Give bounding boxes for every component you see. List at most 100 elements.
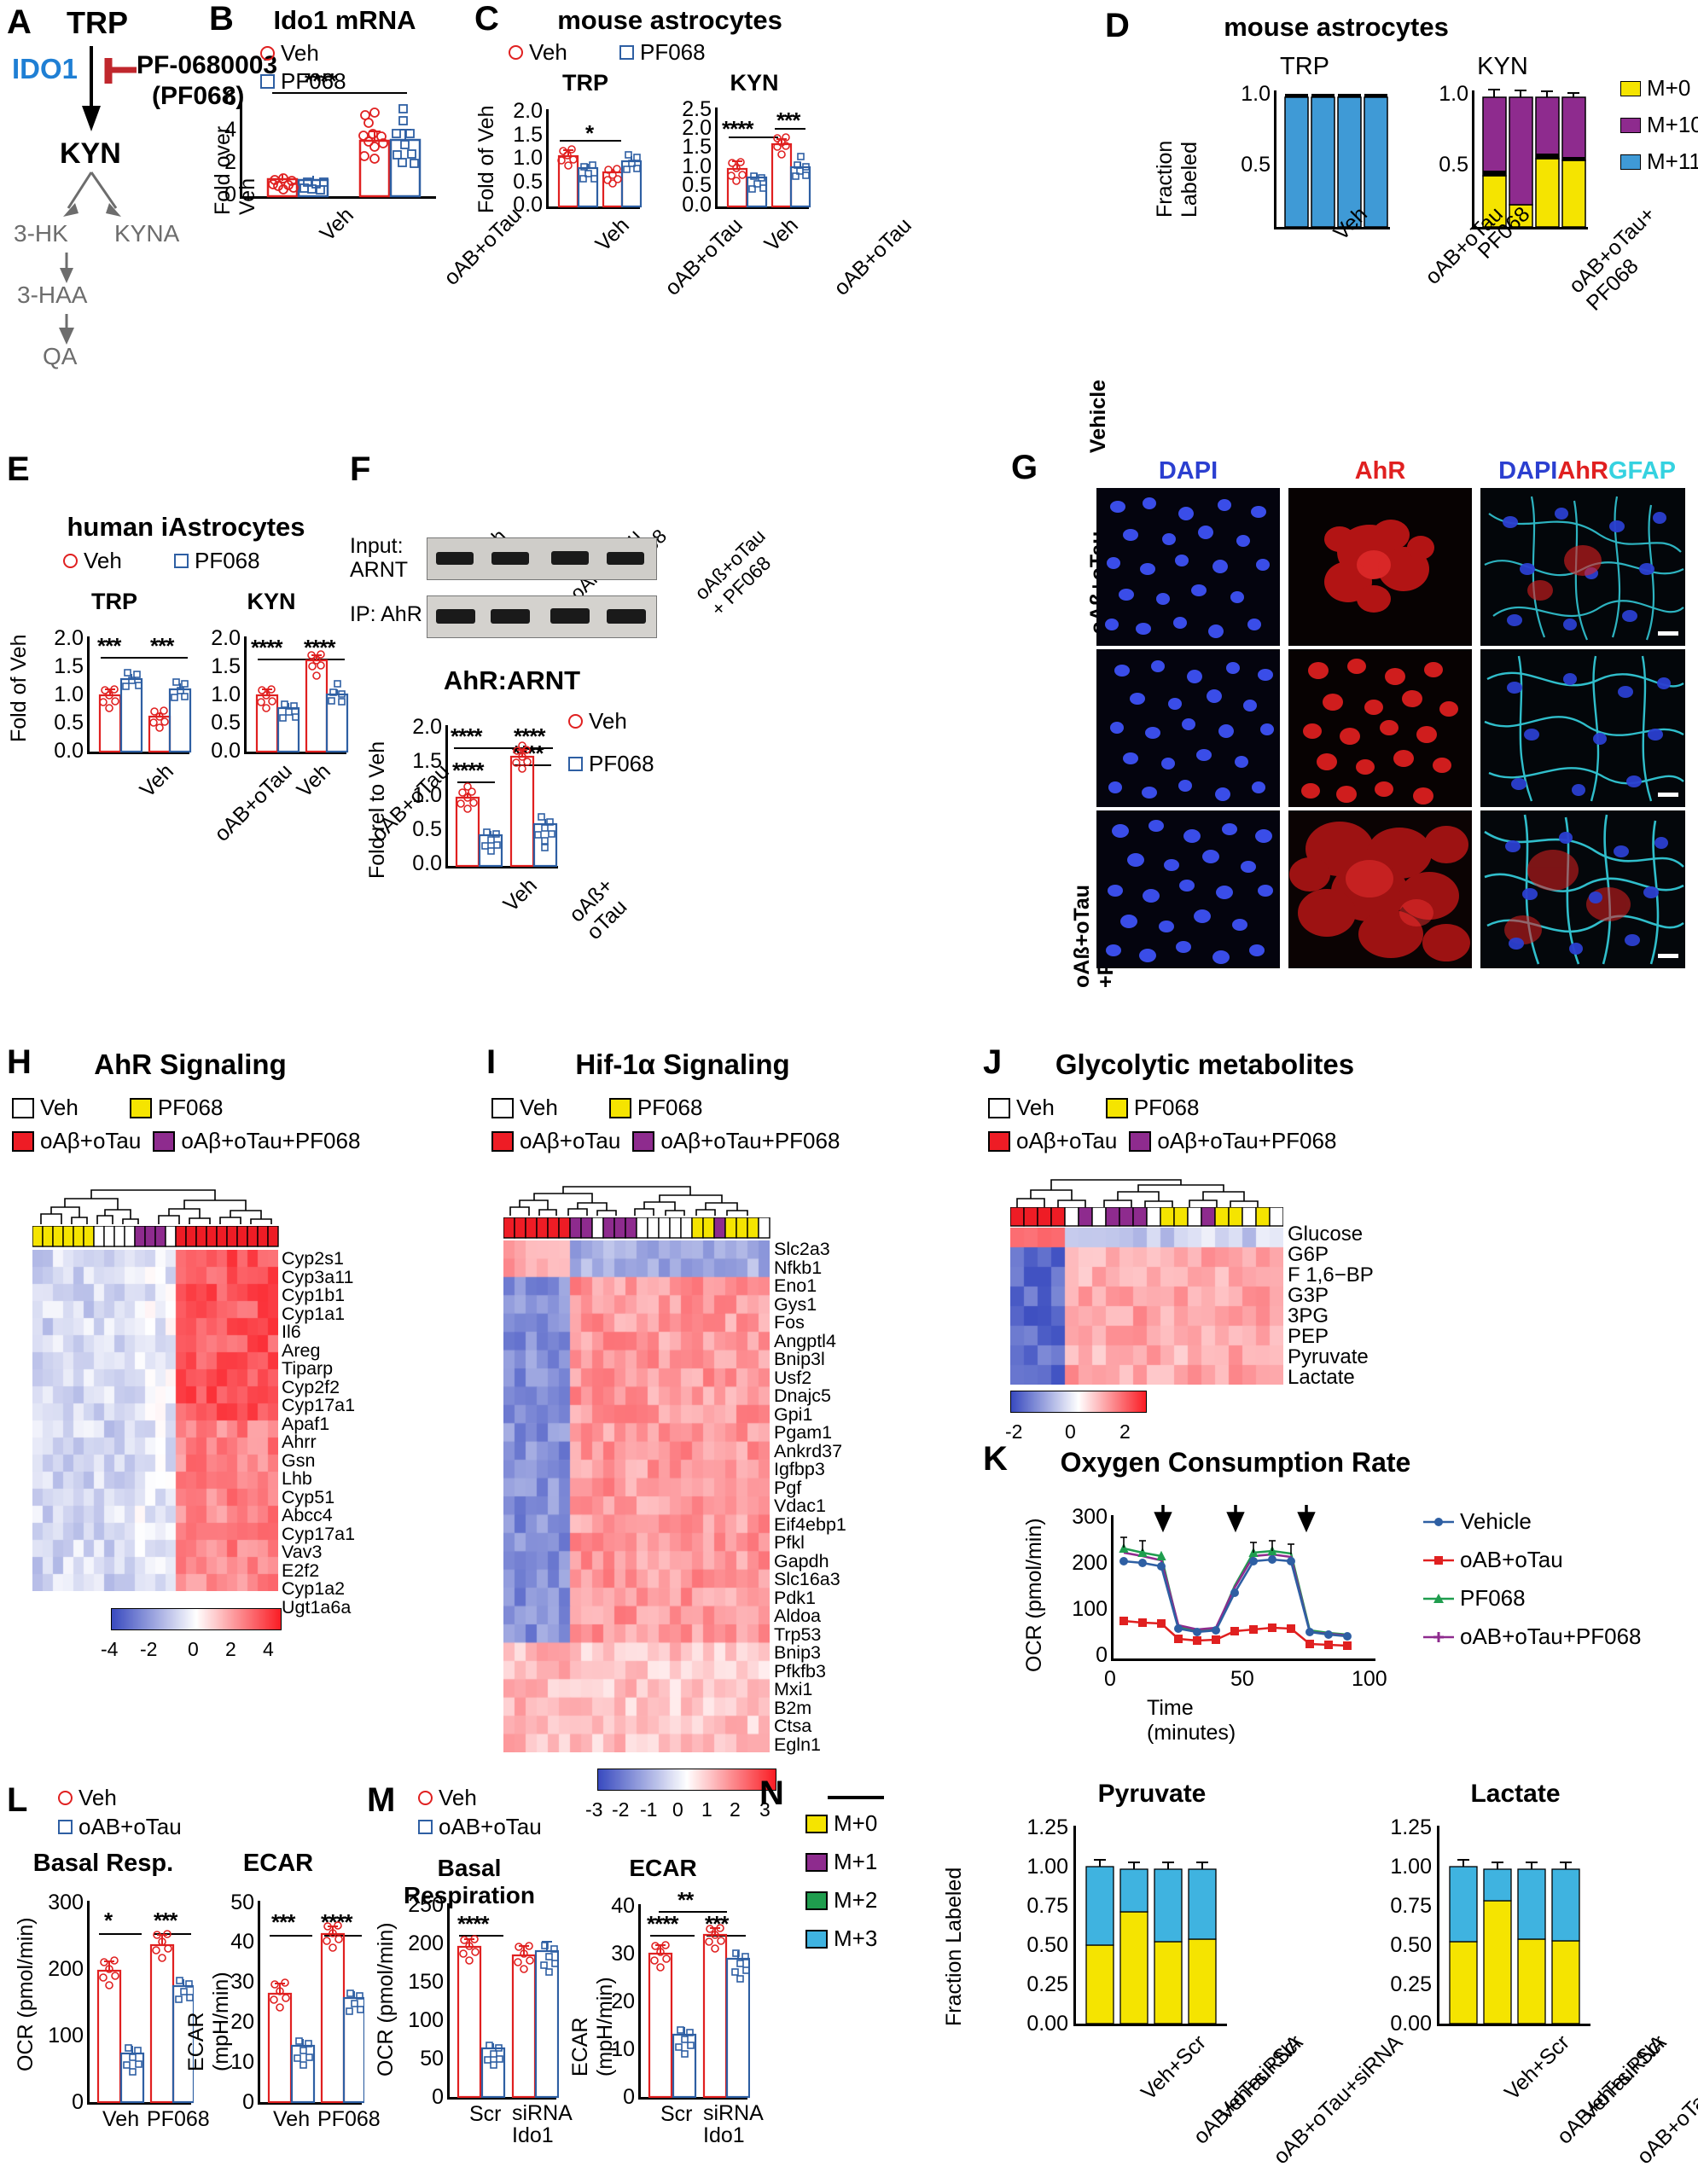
legend-label: PF068	[195, 548, 260, 573]
subplot-title: TRP	[91, 589, 137, 614]
gene-label: Eif4ebp1	[774, 1513, 846, 1535]
panel-n-pyruvate-bars	[1085, 1859, 1217, 2024]
line-marker-square	[1423, 1555, 1454, 1565]
gene-label: Angptl4	[774, 1330, 836, 1351]
legend-label: oAB+oTau+PF068	[1460, 1623, 1642, 1649]
panel-j-label: J	[983, 1043, 1003, 1081]
legend-item-pf068: PF068	[174, 548, 260, 574]
significance-marker: ****	[451, 723, 482, 749]
ytick: 1.25	[1390, 1815, 1432, 1839]
ytick: 1.0	[54, 682, 84, 706]
panel-k-label: K	[983, 1440, 1008, 1478]
legend-label: Veh	[520, 1095, 558, 1120]
panel-j-heatmap	[1010, 1228, 1283, 1385]
xtick: 50	[1230, 1667, 1254, 1691]
blot-input-arnt	[427, 537, 657, 580]
ytick: 0.5	[54, 711, 84, 735]
panel-n-lactate-bars	[1449, 1859, 1580, 2024]
legend-item-m0: M+0	[1620, 75, 1698, 102]
color-swatch	[805, 1852, 828, 1872]
xtick: Scr	[469, 2102, 502, 2126]
legend-item-pf068: PF068	[260, 68, 346, 95]
legend-label: M+10	[1647, 112, 1698, 137]
ytick: 0.25	[1390, 1972, 1432, 1996]
blot-bands	[427, 538, 656, 579]
legend-label: oAB+oTau	[439, 1814, 542, 1839]
panel-j-group-bar	[1010, 1207, 1283, 1227]
legend-label: Veh	[529, 39, 567, 65]
panel-d-ylabel: Fraction Labeled	[1153, 140, 1201, 218]
square-icon	[418, 1820, 433, 1834]
ytick: 0	[242, 2090, 254, 2114]
gene-label: Vav3	[282, 1542, 323, 1562]
ytick: 0.75	[1390, 1894, 1432, 1918]
panel-h-dendrogram	[40, 1189, 272, 1224]
xtick: siRNA Ido1	[703, 2101, 764, 2148]
ytick: 0.0	[682, 193, 712, 217]
panel-h-heatmap	[32, 1250, 278, 1591]
legend-label: PF068	[637, 1095, 703, 1120]
subplot-title: ECAR	[242, 1850, 314, 1877]
ytick: 2.5	[682, 97, 712, 121]
legend-label: PF068	[640, 39, 706, 65]
gene-label: Trp53	[774, 1623, 822, 1645]
ytick: 200	[408, 1931, 444, 1955]
subplot-title: TRP	[562, 70, 608, 96]
square-icon	[568, 757, 583, 771]
panel-e: E human iAstrocytes Veh PF068 Fold of Ve…	[7, 452, 454, 846]
xtick: Veh+siRNA	[1212, 2030, 1308, 2125]
ytick: 0.5	[1439, 153, 1468, 177]
legend-label: M+3	[834, 1926, 878, 1951]
node-3hk: 3-HK	[14, 220, 68, 247]
ytick: 0.0	[211, 739, 241, 763]
gene-label: Cyp1a2	[282, 1578, 346, 1599]
subplot-title: TRP	[1280, 53, 1329, 80]
panel-l-basal-bars	[96, 1930, 194, 2104]
blot-lane-label: oAß+oTau + PF068	[689, 525, 776, 621]
panel-h-colorscale: -4 -2 0 2 4	[101, 1608, 282, 1660]
legend-label: oAB+oTau	[79, 1814, 182, 1839]
node-trp: TRP	[67, 5, 128, 40]
ytick: 0	[72, 2090, 84, 2114]
ytick: 300	[48, 1891, 84, 1914]
ytick: 2.0	[211, 626, 241, 650]
ytick: 200	[1072, 1551, 1108, 1575]
ytick: 1.5	[54, 654, 84, 678]
panel-b: B Ido1 mRNA Veh PF068 Fold over Veh 0 2 …	[209, 2, 526, 290]
gene-label: Eno1	[774, 1275, 817, 1296]
metabolite-label: G6P	[1288, 1243, 1329, 1266]
ytick: 0.5	[412, 817, 442, 841]
panel-l-ecar-bars	[267, 1921, 364, 2104]
legend-label: M+11	[1647, 148, 1698, 174]
xtick: Veh	[498, 874, 542, 917]
legend-label: PF068	[1460, 1585, 1526, 1611]
ytick: 2.0	[513, 99, 543, 123]
panel-d-legend: M+0 M+10 M+11	[1620, 75, 1698, 175]
panel-c-ylabel: Fold of Veh	[474, 105, 498, 213]
ytick: 0.5	[1241, 153, 1271, 177]
legend-label: oAβ+oTau	[40, 1128, 142, 1153]
micrograph-dapi-oab	[1096, 649, 1280, 807]
xtick: Veh	[315, 203, 358, 247]
ytick: 1.0	[1241, 82, 1271, 106]
legend-item-pf068: PF068	[1423, 1585, 1642, 1612]
panel-k-title: Oxygen Consumption Rate	[1060, 1447, 1411, 1478]
panel-c-kyn-bars	[726, 133, 811, 208]
legend-label: oAβ+oTau+PF068	[181, 1128, 361, 1153]
xtick: Scr	[660, 2102, 693, 2126]
panel-l: L Veh oAB+oTau Basal Resp. OCR (pmol/min…	[7, 1783, 381, 2175]
ytick: 100	[48, 2024, 84, 2048]
column-header-ahr: AhR	[1354, 457, 1406, 485]
color-swatch	[491, 1130, 514, 1152]
legend-label: oAβ+oTau	[1016, 1128, 1118, 1153]
gene-label: Nfkb1	[774, 1257, 823, 1278]
scale-tick: 2	[1119, 1420, 1131, 1443]
ytick: 50	[230, 1891, 254, 1914]
legend-item-veh: Veh	[63, 548, 122, 574]
xtick: Veh	[759, 213, 803, 257]
xtick: Veh+Scr	[1136, 2030, 1212, 2106]
legend-item-pf068: PF068	[568, 751, 654, 777]
gene-label: Lhb	[282, 1468, 312, 1489]
color-swatch	[1105, 1097, 1128, 1118]
panel-h-label: H	[7, 1043, 32, 1081]
